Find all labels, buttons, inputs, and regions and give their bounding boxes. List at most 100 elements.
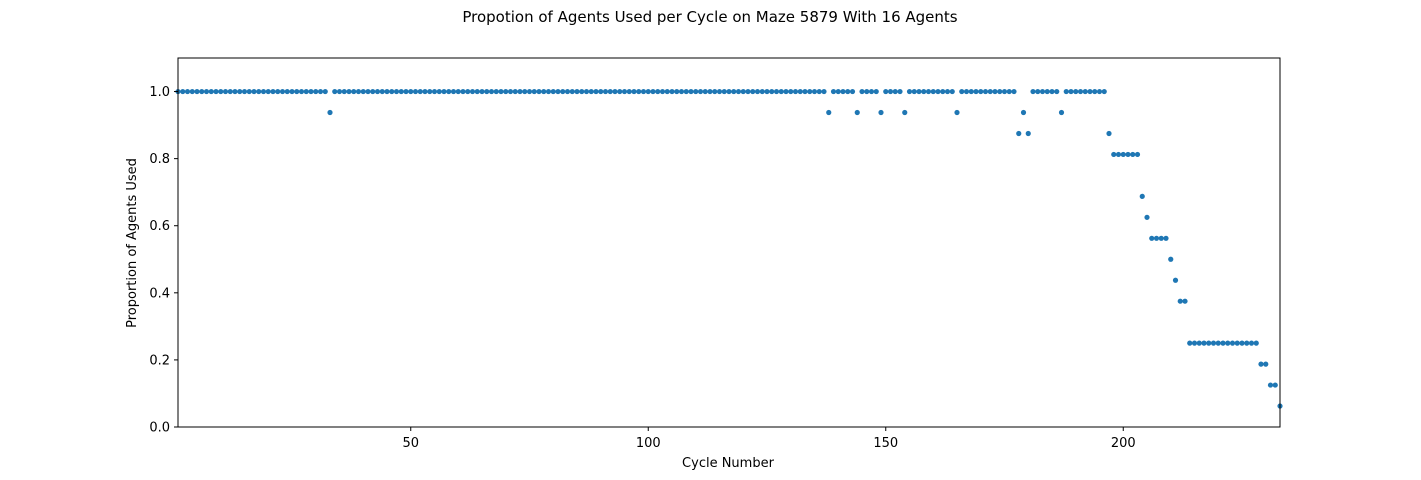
y-axis-label: Proportion of Agents Used [125, 158, 140, 328]
data-point [256, 88, 262, 95]
data-point [674, 88, 680, 95]
data-point [303, 88, 309, 95]
data-point [669, 88, 675, 95]
data-point [959, 88, 965, 95]
data-point [1006, 88, 1012, 95]
data-point [180, 88, 186, 95]
data-point [954, 109, 960, 116]
data-point [921, 88, 927, 95]
x-tick-label: 150 [873, 436, 898, 451]
data-point [1229, 340, 1236, 346]
data-point [1215, 340, 1221, 346]
data-point [636, 88, 642, 95]
data-point [246, 88, 252, 95]
data-point [1096, 88, 1103, 95]
data-point [707, 88, 713, 95]
data-point [902, 109, 908, 116]
data-point [317, 88, 324, 95]
data-point [1272, 382, 1278, 388]
data-point [726, 88, 732, 95]
data-point [479, 88, 485, 95]
data-point [251, 88, 257, 95]
data-point [308, 88, 314, 95]
data-point [864, 88, 870, 95]
data-point [403, 88, 409, 95]
data-point [1087, 88, 1093, 95]
data-point [792, 88, 799, 95]
data-point [189, 88, 195, 95]
data-point [294, 88, 300, 95]
data-point [769, 88, 775, 95]
data-point [322, 88, 328, 95]
data-point [612, 88, 618, 95]
data-point [1077, 88, 1084, 95]
data-point [370, 88, 376, 95]
data-point [1239, 340, 1245, 346]
data-point [265, 88, 271, 95]
data-point [398, 88, 404, 95]
data-point [427, 88, 433, 95]
data-point [436, 88, 442, 95]
data-point [892, 88, 898, 95]
data-point [313, 88, 319, 95]
data-point [1158, 235, 1164, 241]
data-point [750, 88, 756, 95]
data-point [289, 88, 295, 95]
data-point [735, 88, 742, 95]
data-point [788, 88, 794, 95]
data-point [1172, 277, 1179, 283]
data-point [360, 88, 366, 95]
data-point [441, 88, 447, 95]
data-point [1020, 109, 1027, 116]
data-point [607, 88, 613, 95]
data-point [1244, 340, 1250, 346]
data-point [560, 88, 566, 95]
data-point [517, 88, 523, 95]
data-point [203, 88, 210, 95]
data-point [826, 109, 832, 116]
data-point [640, 88, 647, 95]
data-point [963, 88, 970, 95]
data-point [1177, 298, 1183, 304]
data-point [351, 88, 357, 95]
data-point [541, 88, 547, 95]
data-point [1220, 340, 1226, 346]
data-point [1248, 340, 1255, 346]
data-point [431, 88, 438, 95]
data-point [1125, 151, 1131, 158]
data-point [1044, 88, 1050, 95]
data-point [845, 88, 851, 95]
data-point [764, 88, 770, 95]
data-point [1120, 151, 1126, 158]
data-point [574, 88, 580, 95]
data-point [341, 88, 347, 95]
data-point [978, 88, 984, 95]
data-point [683, 88, 689, 95]
data-point [887, 88, 894, 95]
x-axis-ticks: 50 100 150 200 [402, 427, 1136, 451]
data-point [1163, 235, 1169, 241]
data-point [712, 88, 718, 95]
data-point [422, 88, 428, 95]
data-point [1115, 151, 1122, 158]
data-point [655, 88, 661, 95]
data-point [1234, 340, 1240, 346]
data-points [175, 88, 1283, 409]
data-point [279, 88, 286, 95]
data-point [284, 88, 290, 95]
y-tick-label: 0.4 [149, 286, 170, 301]
data-point [997, 88, 1003, 95]
data-point [1054, 88, 1060, 95]
data-point [645, 88, 651, 95]
data-point [1149, 235, 1155, 241]
data-point [830, 88, 837, 95]
data-point [745, 88, 751, 95]
data-point [1139, 193, 1145, 199]
data-point [811, 88, 818, 95]
data-point [1063, 88, 1069, 95]
data-point [849, 88, 856, 95]
data-point [550, 88, 556, 95]
data-point [1168, 256, 1174, 262]
data-point [1082, 88, 1088, 95]
data-point [232, 88, 238, 95]
